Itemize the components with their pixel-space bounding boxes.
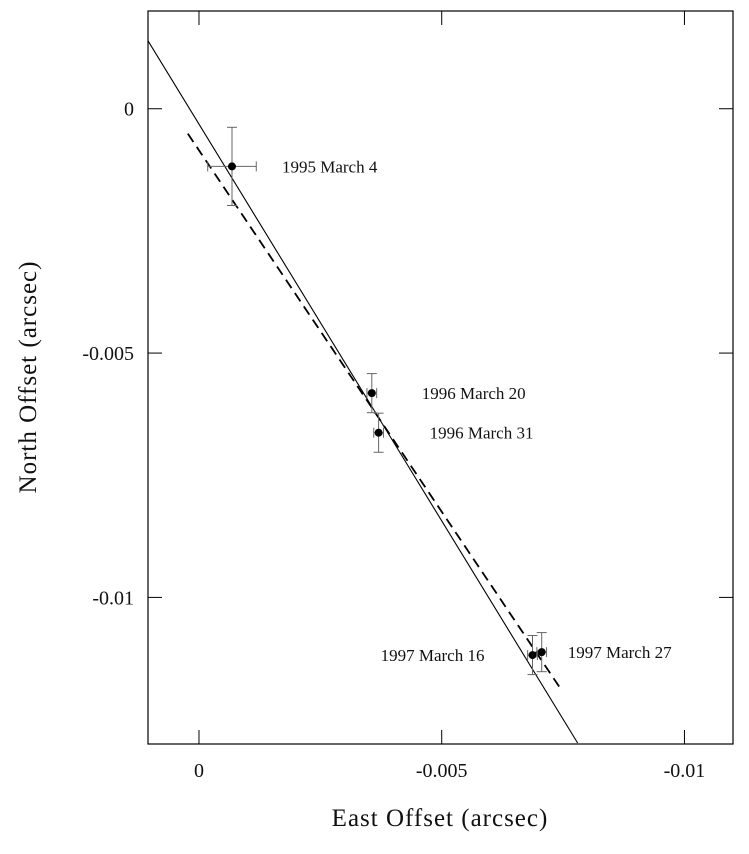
y-tick-label: -0.005 [82, 343, 134, 365]
point [537, 648, 546, 657]
fit-line [148, 40, 579, 744]
point [528, 651, 537, 660]
y-tick-label: 0 [124, 99, 134, 121]
x-tick-label: 0 [194, 760, 204, 782]
point-label: 1997 March 16 [381, 646, 485, 665]
point [227, 162, 236, 171]
plot-frame [147, 10, 734, 745]
x-axis-label: East Offset (arcsec) [332, 805, 549, 832]
x-tick-label: -0.005 [416, 760, 468, 782]
point [374, 428, 383, 437]
point-label: 1996 March 31 [430, 424, 534, 443]
point-label: 1996 March 20 [422, 384, 526, 403]
point-label: 1997 March 27 [568, 643, 672, 662]
point-label: 1995 March 4 [282, 157, 378, 176]
x-tick-label: -0.01 [664, 760, 706, 782]
point [367, 389, 376, 398]
y-tick-label: -0.01 [92, 587, 134, 609]
y-axis-label: North Offset (arcsec) [15, 261, 42, 494]
